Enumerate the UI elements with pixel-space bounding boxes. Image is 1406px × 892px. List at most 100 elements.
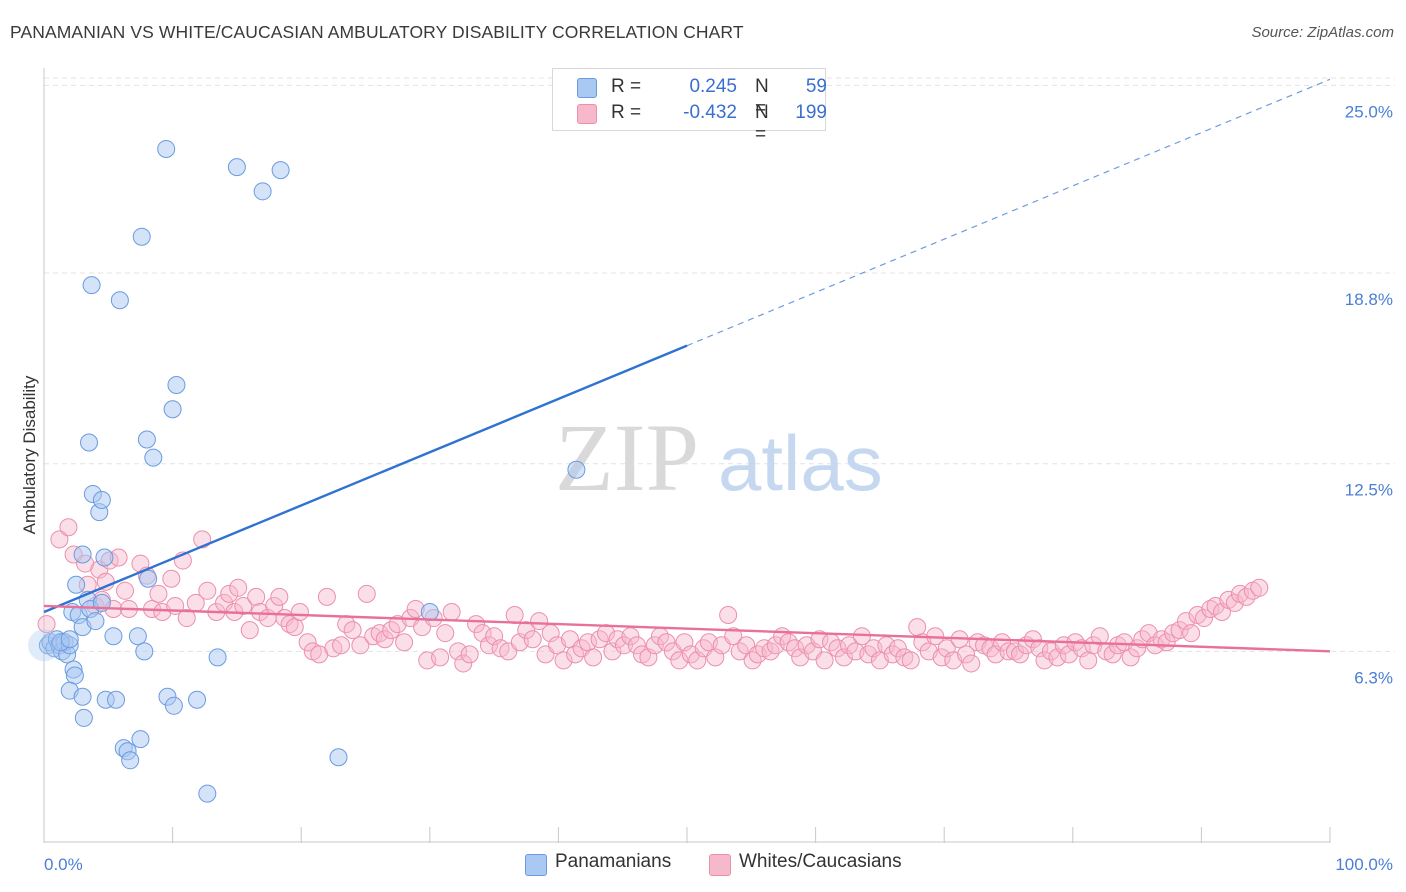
data-point-whites — [670, 651, 689, 670]
grid-lines — [44, 77, 1395, 652]
data-point-whites — [828, 639, 847, 658]
data-point-whites — [357, 584, 376, 603]
data-point-whites — [1079, 651, 1098, 670]
data-point-whites — [810, 630, 829, 649]
data-point-whites — [883, 645, 902, 664]
data-point-whites — [1152, 630, 1171, 649]
data-point-whites — [298, 633, 317, 652]
data-point-whites — [859, 645, 878, 664]
data-point-whites — [627, 636, 646, 655]
data-point-whites — [149, 584, 168, 603]
data-point-whites — [957, 645, 976, 664]
data-point-whites — [479, 636, 498, 655]
data-point-whites — [229, 578, 248, 597]
chart-title: PANAMANIAN VS WHITE/CAUCASIAN AMBULATORY… — [10, 22, 744, 42]
watermark-zip: ZIP — [555, 404, 699, 511]
data-point-whites — [1250, 578, 1269, 597]
data-point-whites — [1005, 642, 1024, 661]
data-point-whites — [460, 645, 479, 664]
data-point-whites — [442, 602, 461, 621]
data-point-panamanians — [80, 433, 99, 452]
data-point-panamanians — [253, 182, 272, 201]
data-point-whites — [50, 530, 69, 549]
legend-r-value: -0.432 — [683, 102, 737, 123]
data-point-panamanians — [73, 687, 92, 706]
data-point-whites — [395, 633, 414, 652]
data-point-panamanians — [164, 696, 183, 715]
data-point-cluster — [28, 629, 60, 662]
data-point-whites — [1201, 599, 1220, 618]
data-point-panamanians — [167, 376, 186, 395]
data-point-whites — [162, 569, 181, 588]
bottom-legend-swatch-pink — [709, 854, 731, 876]
data-point-whites — [1103, 645, 1122, 664]
legend-r-label: R = — [611, 76, 642, 97]
data-point-whites — [370, 624, 389, 643]
watermark: ZIP atlas — [555, 404, 883, 511]
data-point-panamanians — [144, 448, 163, 467]
legend-swatch-blue — [577, 78, 597, 98]
data-point-whites — [375, 630, 394, 649]
y-tick-label: 25.0% — [1345, 102, 1393, 121]
data-point-whites — [317, 587, 336, 606]
data-point-panamanians — [86, 612, 105, 631]
legend-n-label: N = — [755, 76, 769, 119]
data-point-panamanians — [132, 227, 151, 246]
data-point-whites — [761, 642, 780, 661]
data-point-whites — [719, 606, 738, 625]
data-point-whites — [1170, 621, 1189, 640]
legend-r-value: 0.245 — [689, 76, 737, 97]
data-point-panamanians — [107, 690, 126, 709]
data-point-whites — [584, 648, 603, 667]
data-point-panamanians — [157, 139, 176, 158]
data-point-panamanians — [329, 748, 348, 767]
data-point-panamanians — [271, 161, 290, 180]
data-point-panamanians — [163, 400, 182, 419]
data-point-whites — [645, 636, 664, 655]
data-point-panamanians — [208, 648, 227, 667]
y-tick-label: 6.3% — [1354, 668, 1393, 687]
data-point-whites — [198, 581, 217, 600]
data-point-whites — [530, 612, 549, 631]
data-point-whites — [786, 639, 805, 658]
data-point-whites — [554, 651, 573, 670]
data-point-panamanians — [420, 602, 439, 621]
data-point-whites — [962, 654, 981, 673]
trend-lines — [43, 78, 1331, 653]
data-point-panamanians — [188, 690, 207, 709]
data-point-whites — [240, 621, 259, 640]
trend-line-panamanians — [43, 344, 688, 614]
data-point-panamanians — [92, 491, 111, 510]
data-point-panamanians — [135, 642, 154, 661]
data-point-whites — [332, 636, 351, 655]
data-point-panamanians — [67, 575, 86, 594]
data-point-whites — [37, 615, 56, 634]
data-point-whites — [1121, 648, 1140, 667]
data-point-whites — [815, 651, 834, 670]
data-point-whites — [1225, 593, 1244, 612]
data-point-panamanians — [137, 430, 156, 449]
bottom-legend-swatch-blue — [525, 854, 547, 876]
chart-source: Source: ZipAtlas.com — [1251, 24, 1394, 41]
data-point-panamanians — [121, 751, 140, 770]
data-point-panamanians — [128, 627, 147, 646]
x-tick-labels: 0.0% 100.0% — [44, 855, 1393, 874]
trend-line-panamanians-extension — [686, 78, 1331, 347]
data-point-panamanians — [65, 666, 84, 685]
data-point-whites — [603, 642, 622, 661]
legend-r-label: R = — [611, 102, 642, 123]
series-whites-caucasians — [37, 518, 1269, 673]
data-point-whites — [901, 651, 920, 670]
legend-n-value: 199 — [795, 102, 827, 123]
data-point-whites — [932, 648, 951, 667]
trend-line-whites — [43, 604, 1331, 653]
data-point-whites — [834, 648, 853, 667]
y-axis-label: Ambulatory Disability — [20, 375, 39, 534]
data-point-whites — [1182, 624, 1201, 643]
data-point-whites — [431, 648, 450, 667]
legend-n-label: N = — [755, 102, 769, 145]
data-point-whites — [724, 627, 743, 646]
series-panamanians — [28, 139, 586, 803]
data-point-panamanians — [110, 291, 129, 310]
data-point-panamanians — [82, 276, 101, 295]
